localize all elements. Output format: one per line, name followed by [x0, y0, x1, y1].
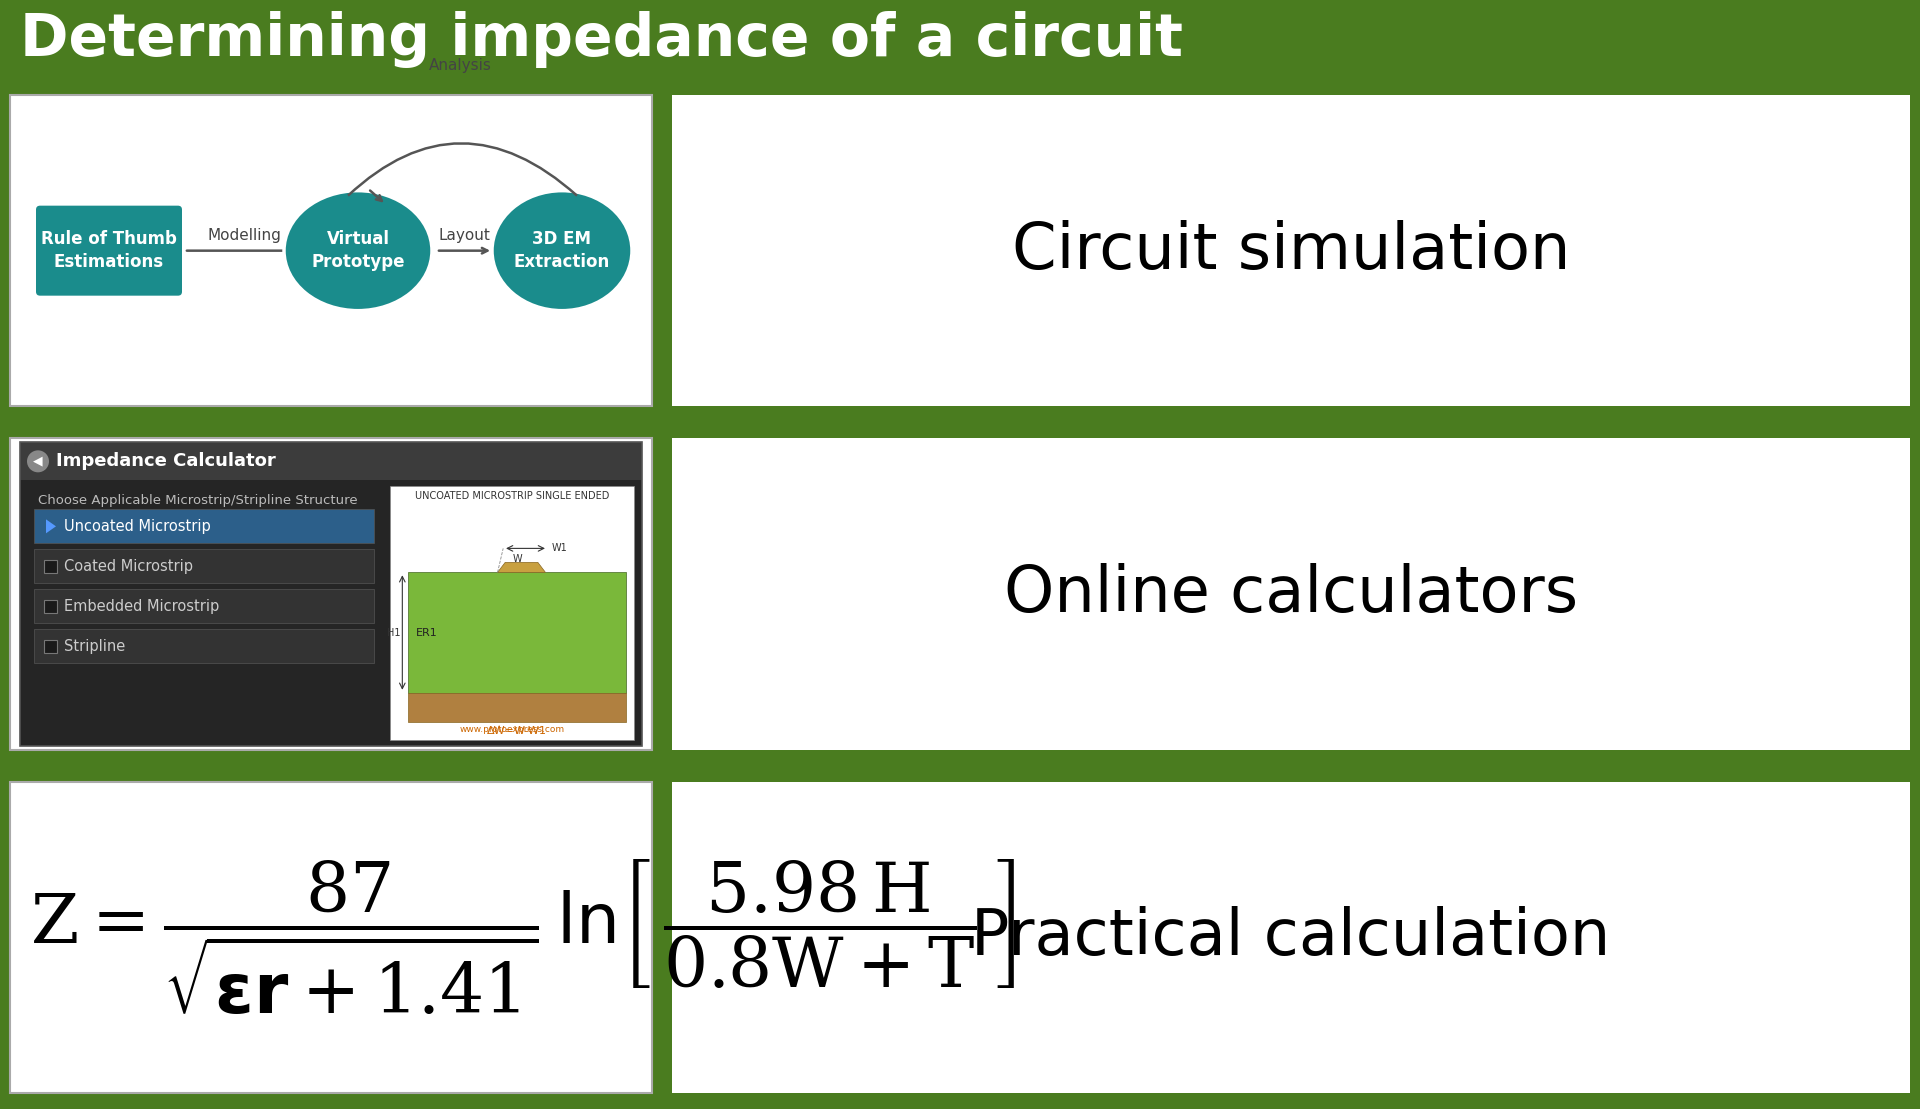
Bar	[35, 549, 374, 583]
Text: Modelling: Modelling	[207, 227, 282, 243]
Bar	[19, 442, 641, 480]
Text: Uncoated Microstrip: Uncoated Microstrip	[63, 519, 211, 533]
Text: UNCOATED MICROSTRIP SINGLE ENDED: UNCOATED MICROSTRIP SINGLE ENDED	[415, 491, 609, 501]
Text: W1: W1	[551, 543, 568, 553]
FancyBboxPatch shape	[36, 205, 182, 296]
Bar	[44, 560, 58, 573]
Text: Online calculators: Online calculators	[1004, 563, 1578, 625]
Bar	[390, 487, 634, 740]
Text: ΔW=W-W1: ΔW=W-W1	[488, 725, 547, 735]
Bar	[10, 782, 653, 1093]
Bar	[10, 95, 653, 406]
Text: H1: H1	[386, 628, 401, 638]
Bar	[672, 95, 1910, 406]
Text: Rule of Thumb
Estimations: Rule of Thumb Estimations	[40, 230, 177, 272]
Bar	[409, 572, 626, 693]
Text: Stripline: Stripline	[63, 639, 125, 654]
Ellipse shape	[284, 191, 432, 311]
Bar	[35, 629, 374, 663]
Text: 3D EM
Extraction: 3D EM Extraction	[515, 230, 611, 272]
Bar	[672, 782, 1910, 1093]
Text: Impedance Calculator: Impedance Calculator	[56, 452, 276, 470]
Bar	[44, 640, 58, 653]
Bar	[35, 509, 374, 543]
Text: Virtual
Prototype: Virtual Prototype	[311, 230, 405, 272]
Bar	[19, 442, 641, 745]
Text: Layout: Layout	[438, 227, 490, 243]
Text: Embedded Microstrip: Embedded Microstrip	[63, 599, 219, 614]
Text: www.protoexpress.com: www.protoexpress.com	[459, 724, 564, 734]
Bar	[19, 480, 641, 745]
Bar	[10, 438, 653, 750]
Text: Practical calculation: Practical calculation	[972, 906, 1611, 968]
Text: Analysis: Analysis	[428, 58, 492, 73]
Bar	[672, 438, 1910, 750]
Text: $\mathdefault{Z = \dfrac{87}{\sqrt{\mathbf{\varepsilon r}+1.41}}\, \ln \!\left[\: $\mathdefault{Z = \dfrac{87}{\sqrt{\math…	[31, 857, 1016, 1017]
Text: W: W	[513, 554, 522, 564]
Bar	[409, 693, 626, 722]
Bar	[44, 600, 58, 613]
Ellipse shape	[492, 191, 632, 311]
Polygon shape	[497, 562, 545, 572]
Text: Coated Microstrip: Coated Microstrip	[63, 559, 194, 573]
Circle shape	[27, 450, 50, 472]
Text: ◀: ◀	[33, 455, 42, 468]
Text: ER1: ER1	[417, 628, 438, 638]
Polygon shape	[46, 519, 56, 533]
Text: Circuit simulation: Circuit simulation	[1012, 220, 1571, 282]
Bar	[35, 589, 374, 623]
Text: Determining impedance of a circuit: Determining impedance of a circuit	[19, 11, 1183, 68]
Text: Choose Applicable Microstrip/Stripline Structure: Choose Applicable Microstrip/Stripline S…	[38, 494, 357, 507]
